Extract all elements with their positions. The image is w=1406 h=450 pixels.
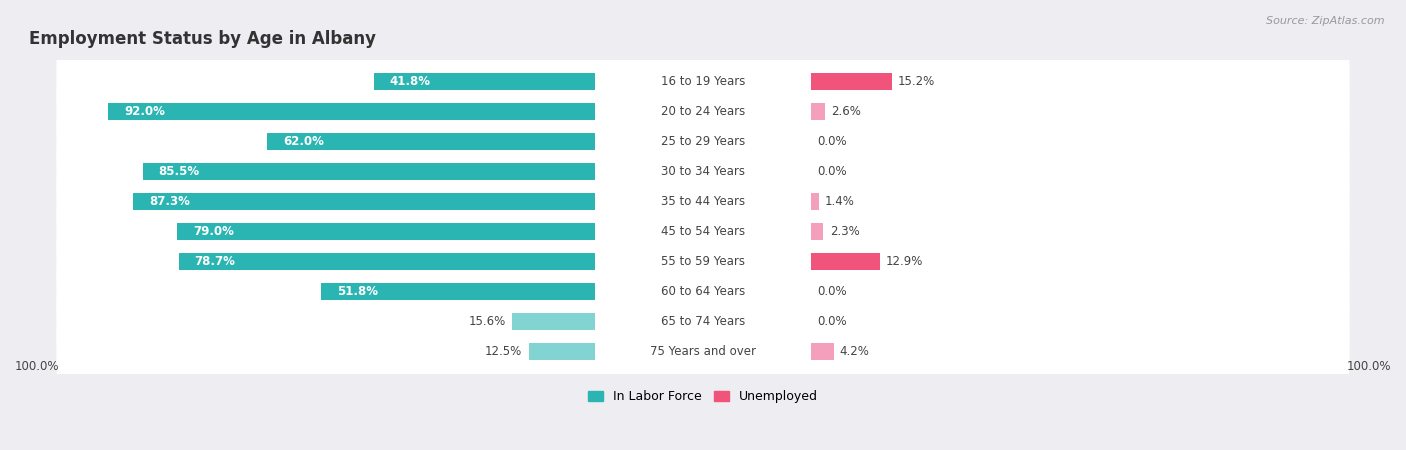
FancyBboxPatch shape [56, 291, 1350, 351]
Text: 60 to 64 Years: 60 to 64 Years [661, 285, 745, 298]
FancyBboxPatch shape [56, 141, 1350, 201]
Text: 12.9%: 12.9% [886, 255, 924, 268]
Bar [142, 162, 595, 180]
Bar [179, 252, 595, 270]
Text: 2.3%: 2.3% [830, 225, 859, 238]
Text: 45 to 54 Years: 45 to 54 Years [661, 225, 745, 238]
Text: 20 to 24 Years: 20 to 24 Years [661, 105, 745, 118]
Text: 0.0%: 0.0% [818, 285, 848, 298]
FancyBboxPatch shape [56, 261, 1350, 321]
Text: Employment Status by Age in Albany: Employment Status by Age in Albany [28, 30, 375, 48]
Bar [512, 313, 595, 330]
Text: 87.3%: 87.3% [149, 195, 190, 208]
FancyBboxPatch shape [56, 51, 1350, 111]
Bar [811, 342, 834, 360]
Bar [811, 103, 825, 120]
FancyBboxPatch shape [56, 201, 1350, 261]
Text: 1.4%: 1.4% [825, 195, 855, 208]
Text: 15.2%: 15.2% [898, 75, 935, 88]
Text: 100.0%: 100.0% [15, 360, 59, 373]
Text: 41.8%: 41.8% [389, 75, 430, 88]
Text: 30 to 34 Years: 30 to 34 Years [661, 165, 745, 178]
Text: 0.0%: 0.0% [818, 165, 848, 178]
Text: 62.0%: 62.0% [283, 135, 323, 148]
Bar [811, 193, 818, 210]
Text: 0.0%: 0.0% [818, 315, 848, 328]
Text: 25 to 29 Years: 25 to 29 Years [661, 135, 745, 148]
Bar [134, 193, 595, 210]
Text: 92.0%: 92.0% [124, 105, 165, 118]
Bar [374, 72, 595, 90]
Text: 65 to 74 Years: 65 to 74 Years [661, 315, 745, 328]
Text: 35 to 44 Years: 35 to 44 Years [661, 195, 745, 208]
Bar [267, 133, 595, 150]
Text: 85.5%: 85.5% [159, 165, 200, 178]
Text: 2.6%: 2.6% [831, 105, 862, 118]
FancyBboxPatch shape [56, 171, 1350, 231]
Text: 75 Years and over: 75 Years and over [650, 345, 756, 358]
Text: Source: ZipAtlas.com: Source: ZipAtlas.com [1267, 16, 1385, 26]
Text: 0.0%: 0.0% [818, 135, 848, 148]
FancyBboxPatch shape [56, 321, 1350, 381]
Text: 12.5%: 12.5% [485, 345, 522, 358]
Bar [811, 252, 880, 270]
Text: 55 to 59 Years: 55 to 59 Years [661, 255, 745, 268]
FancyBboxPatch shape [56, 231, 1350, 291]
Text: 78.7%: 78.7% [194, 255, 235, 268]
Text: 4.2%: 4.2% [839, 345, 870, 358]
Text: 51.8%: 51.8% [337, 285, 378, 298]
FancyBboxPatch shape [56, 81, 1350, 141]
Text: 100.0%: 100.0% [1347, 360, 1391, 373]
Bar [108, 103, 595, 120]
Bar [321, 283, 595, 300]
Text: 79.0%: 79.0% [193, 225, 233, 238]
Bar [177, 223, 595, 240]
Bar [529, 342, 595, 360]
FancyBboxPatch shape [56, 111, 1350, 171]
Text: 16 to 19 Years: 16 to 19 Years [661, 75, 745, 88]
Bar [811, 72, 891, 90]
Text: 15.6%: 15.6% [468, 315, 506, 328]
Bar [811, 223, 824, 240]
Legend: In Labor Force, Unemployed: In Labor Force, Unemployed [583, 385, 823, 408]
